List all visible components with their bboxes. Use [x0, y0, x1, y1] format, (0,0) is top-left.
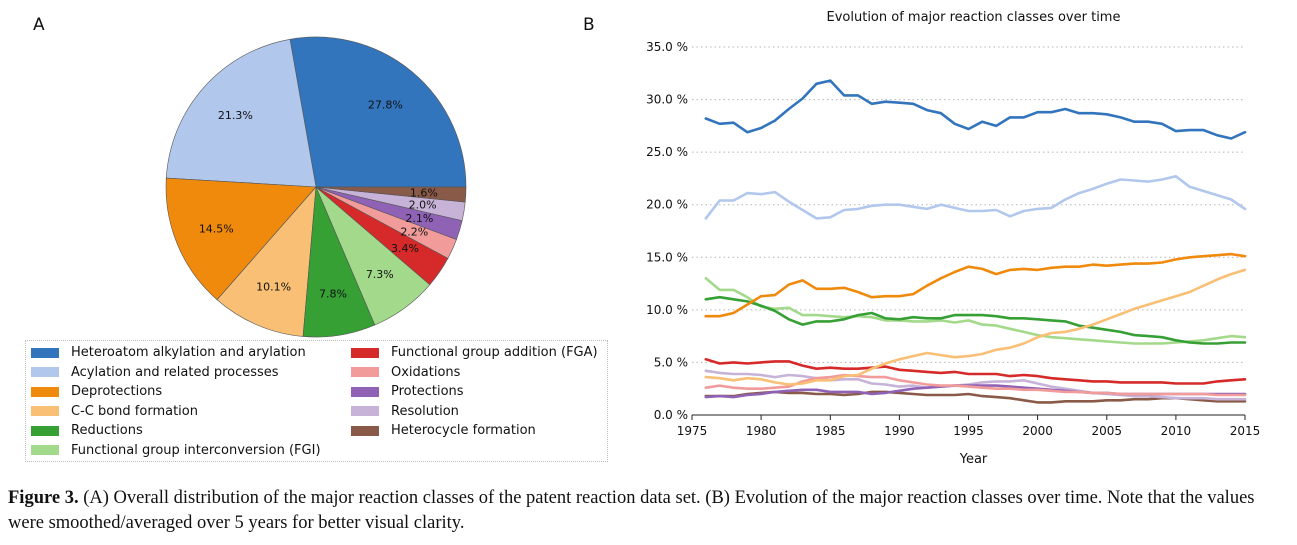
legend-label: Functional group addition (FGA) [391, 345, 598, 360]
pie-slice-heterocycle-formation [315, 186, 467, 203]
legend-item-resolution: Resolution [351, 404, 459, 419]
legend-label: Heterocycle formation [391, 423, 536, 438]
pie-value-label: 14.5% [199, 223, 234, 236]
pie-slice-c-c-bond-formation [216, 186, 317, 337]
pie-legend: Heteroatom alkylation and arylation Acyla… [25, 340, 608, 462]
legend-item-heteroatom-alkylation-and-arylation: Heteroatom alkylation and arylation [31, 345, 306, 360]
x-tick-label: 2015 [1230, 424, 1261, 438]
pie-slice-acylation-and-related-processes [165, 38, 317, 188]
figure-caption: Figure 3. (A) Overall distribution of th… [8, 486, 1293, 536]
pie-value-label: 27.8% [368, 98, 403, 111]
legend-item-acylation-and-related-processes: Acylation and related processes [31, 365, 279, 380]
legend-label: Resolution [391, 403, 459, 419]
pie-value-label: 7.3% [366, 268, 394, 281]
legend-swatch [31, 425, 59, 436]
legend-label: Acylation and related processes [71, 364, 279, 380]
y-tick-label: 20.0 % [646, 198, 688, 212]
legend-label: Oxidations [391, 364, 461, 380]
panel-label-a: A [33, 15, 45, 35]
y-tick-label: 10.0 % [646, 303, 688, 317]
legend-label: Protections [391, 384, 464, 399]
y-tick-label: 35.0 % [646, 40, 688, 54]
series-line-c-c-bond-formation [704, 268, 1247, 386]
pie-value-label: 2.1% [405, 212, 433, 225]
legend-item-deprotections: Deprotections [31, 384, 162, 399]
x-tick-label: 1990 [884, 424, 915, 438]
series-line-acylation-and-related-processes [704, 175, 1247, 220]
pie-value-label: 21.3% [218, 109, 253, 122]
y-tick-label: 5.0 % [654, 355, 688, 369]
legend-item-functional-group-addition-fga: Functional group addition (FGA) [351, 345, 598, 360]
x-tick-label: 2000 [1022, 424, 1053, 438]
series-line-resolution [704, 369, 1247, 401]
y-tick-label: 25.0 % [646, 145, 688, 159]
pie-value-label: 2.0% [409, 199, 437, 212]
legend-label: Heteroatom alkylation and arylation [71, 345, 306, 360]
legend-swatch [351, 367, 379, 377]
legend-item-heterocycle-formation: Heterocycle formation [351, 423, 536, 438]
pie-slice-heteroatom-alkylation-and-arylation [289, 36, 467, 188]
legend-label: Deprotections [71, 384, 163, 399]
legend-item-oxidations: Oxidations [351, 365, 460, 380]
x-tick-label: 1995 [953, 424, 984, 438]
series-line-heteroatom-alkylation-and-arylation [704, 79, 1247, 140]
x-tick-label: 1975 [677, 424, 708, 438]
x-axis-label: Year [959, 452, 988, 467]
series-line-deprotections [704, 252, 1247, 318]
series-line-functional-group-addition-fga [704, 357, 1247, 385]
legend-item-functional-group-interconversion-fgi: Functional group interconversion (FGI) [31, 443, 321, 458]
x-tick-label: 2005 [1092, 424, 1123, 438]
legend-label: C-C bond formation [71, 403, 198, 419]
x-tick-label: 1980 [746, 424, 777, 438]
caption-label: Figure 3. [8, 488, 79, 508]
x-tick-label: 1985 [815, 424, 846, 438]
y-tick-label: 30.0 % [646, 93, 688, 107]
pie-chart: 27.8% 21.3% 14.5% 10.1% 7.8% 7.3% 3.4% 2.2%2.1%… [165, 36, 467, 338]
legend-swatch [351, 406, 379, 416]
legend-label: Functional group interconversion (FGI) [71, 442, 321, 458]
pie-value-label: 7.8% [319, 288, 347, 301]
pie-value-label: 1.6% [410, 186, 438, 199]
pie-value-label: 10.1% [256, 280, 291, 293]
series-line-heterocycle-formation [704, 390, 1247, 404]
y-tick-label: 0.0 % [654, 408, 688, 422]
legend-swatch [351, 386, 379, 397]
legend-swatch [31, 445, 59, 455]
series-line-functional-group-interconversion-fgi [704, 276, 1247, 345]
legend-swatch [31, 386, 59, 397]
line-chart: Evolution of major reaction classes over… [646, 10, 1261, 467]
pie-value-label: 3.4% [391, 242, 419, 255]
legend-item-reductions: Reductions [31, 423, 143, 438]
caption-text: (A) Overall distribution of the major re… [8, 488, 1255, 533]
legend-swatch [31, 406, 59, 416]
pie-slice-deprotections [165, 177, 317, 301]
legend-item-c-c-bond-formation: C-C bond formation [31, 404, 198, 419]
legend-swatch [31, 347, 59, 358]
pie-value-label: 2.2% [400, 226, 428, 239]
legend-swatch [351, 425, 379, 436]
series-line-reductions [704, 295, 1247, 345]
panel-label-b: B [583, 15, 595, 35]
legend-label: Reductions [71, 423, 143, 438]
line-chart-title: Evolution of major reaction classes over… [827, 10, 1121, 25]
legend-item-protections: Protections [351, 384, 464, 399]
legend-swatch [351, 347, 379, 358]
x-tick-label: 2010 [1161, 424, 1192, 438]
y-tick-label: 15.0 % [646, 250, 688, 264]
legend-swatch [31, 367, 59, 377]
